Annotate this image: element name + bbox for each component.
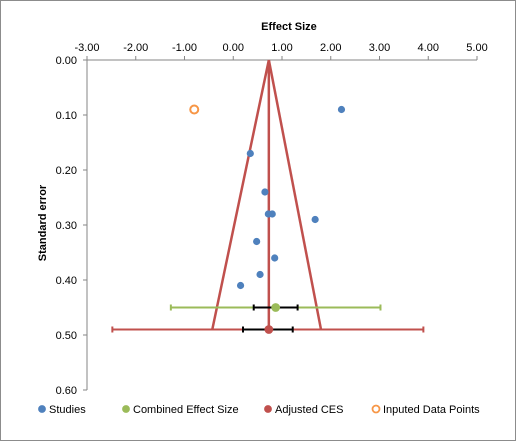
- legend-label-combined: Combined Effect Size: [133, 404, 239, 416]
- y-tick-label: 0.60: [56, 385, 77, 397]
- funnel-left-line: [211, 59, 271, 330]
- plot-area: [87, 60, 477, 390]
- y-tick-label: 0.50: [56, 330, 77, 342]
- x-tick-label: 0.00: [223, 42, 244, 54]
- study-point: [236, 281, 245, 290]
- study-point: [337, 105, 346, 114]
- funnel-right-line: [267, 59, 323, 330]
- study-point: [261, 188, 269, 196]
- legend-marker-adjusted: [264, 405, 272, 413]
- study-point: [246, 149, 254, 158]
- y-axis-title: Standard error: [37, 184, 49, 261]
- axes: -3.00 -2.00 -1.00 0.00 1.00 2.00 3.00 4.00 5.00 0…: [56, 42, 488, 397]
- x-tick-label: 3.00: [369, 42, 390, 54]
- x-tick-label: -1.00: [172, 42, 197, 54]
- study-point: [268, 210, 276, 218]
- y-tick-label: 0.20: [56, 165, 77, 177]
- study-point: [271, 254, 279, 262]
- legend-label-study: Studies: [49, 404, 86, 416]
- study-point: [253, 237, 261, 246]
- inputed-point: [189, 104, 200, 115]
- x-axis-title: Effect Size: [261, 21, 317, 33]
- legend-label-inputed: Inputed Data Points: [383, 404, 480, 416]
- x-tick-label: 1.00: [271, 42, 292, 54]
- study-point: [311, 215, 319, 224]
- legend-marker-combined: [122, 405, 130, 413]
- x-tick-label: 5.00: [466, 42, 487, 54]
- chart-marks: [111, 59, 425, 334]
- adjusted-point: [264, 325, 274, 334]
- x-tick-label: 2.00: [320, 42, 341, 54]
- legend-marker-study: [38, 405, 46, 413]
- legend: Studies Combined Effect Size Adjusted CES I…: [38, 404, 480, 416]
- legend-label-adjusted: Adjusted CES: [275, 404, 343, 416]
- x-tick-label: -3.00: [74, 42, 99, 54]
- y-tick-label: 0.40: [56, 275, 77, 287]
- combined-point: [271, 303, 281, 312]
- y-tick-label: 0.00: [56, 55, 77, 67]
- study-point: [256, 270, 264, 279]
- x-tick-label: -2.00: [123, 42, 148, 54]
- x-tick-label: 4.00: [418, 42, 439, 54]
- legend-marker-inputed: [371, 404, 381, 414]
- y-tick-label: 0.30: [56, 220, 77, 232]
- y-tick-label: 0.10: [56, 110, 77, 122]
